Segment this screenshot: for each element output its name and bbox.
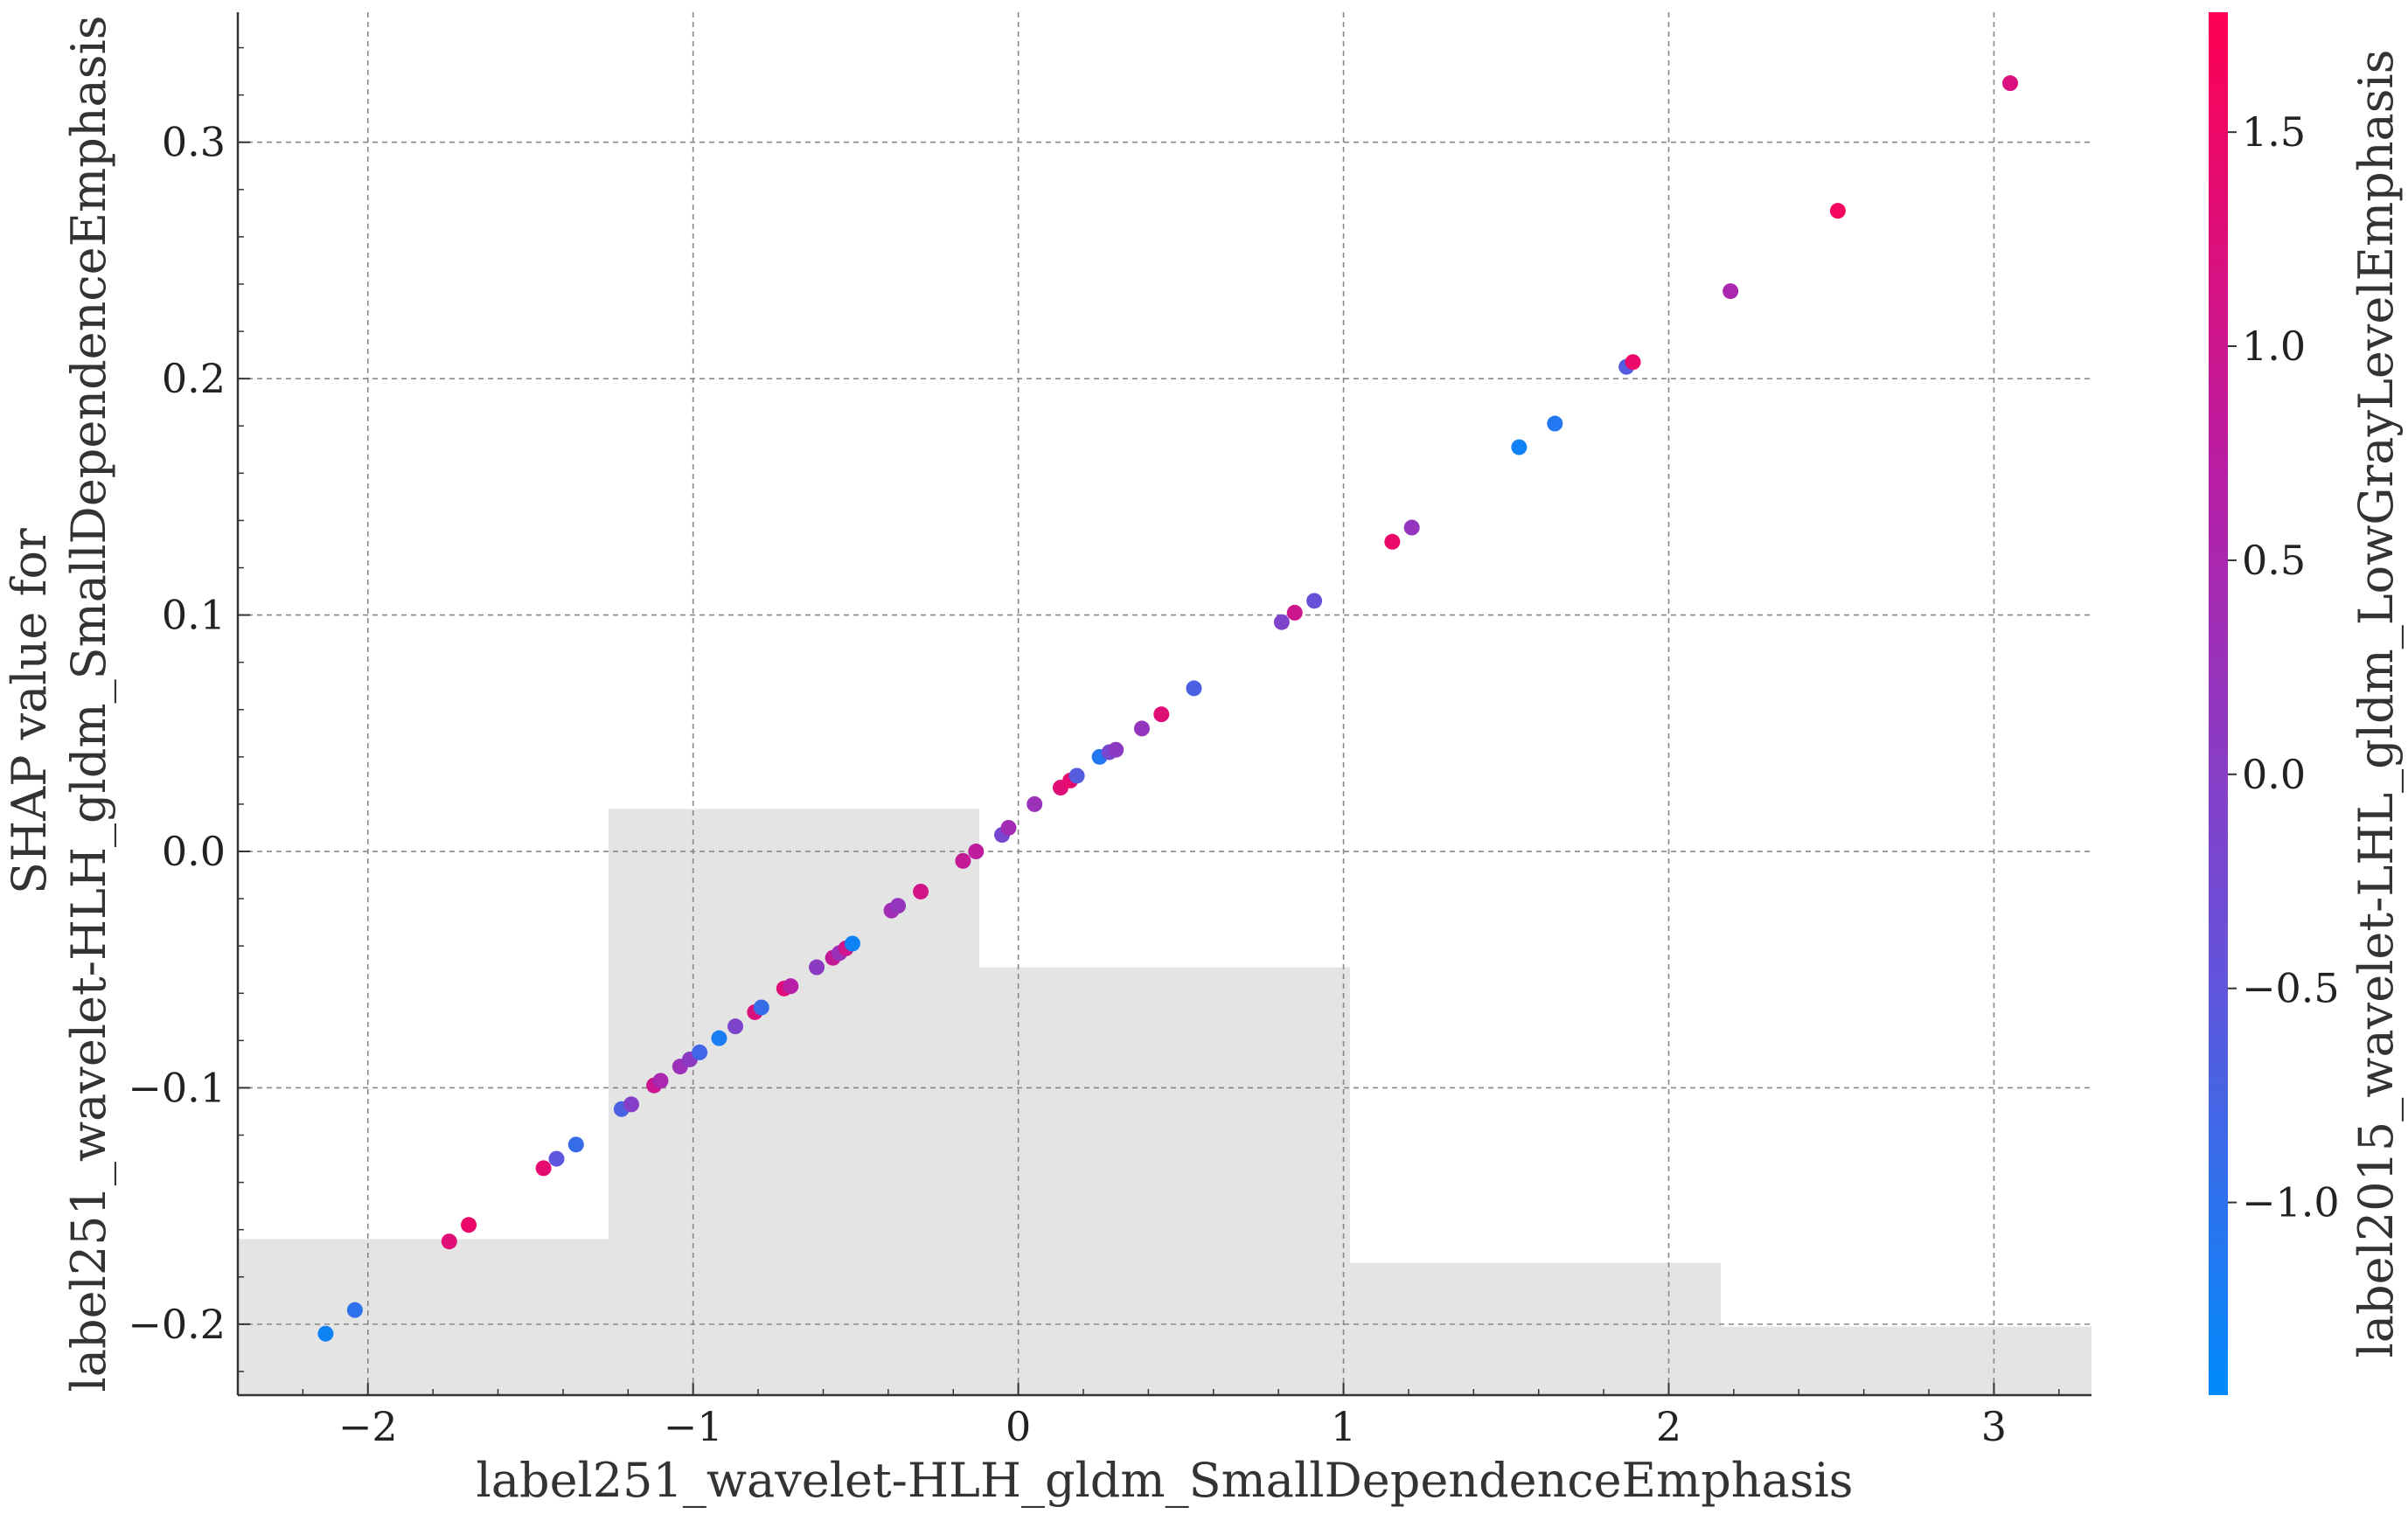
- y-axis-ticks: −0.2 −0.1 0.0 0.1 0.2 0.3: [128, 46, 250, 1372]
- y-axis-label-line-1: SHAP value for: [2, 528, 57, 894]
- data-point: [1403, 519, 1420, 536]
- colorbar-tick-label: 0.5: [2242, 537, 2306, 584]
- y-tick-label: 0.0: [162, 828, 226, 875]
- data-point: [1068, 767, 1085, 784]
- data-point: [1133, 720, 1150, 737]
- y-tick-label: 0.2: [162, 355, 226, 402]
- data-point: [567, 1136, 584, 1153]
- data-point: [1000, 819, 1017, 836]
- data-point: [317, 1325, 334, 1342]
- data-point: [1384, 533, 1401, 550]
- histogram-bar: [1350, 1262, 1721, 1395]
- colorbar-ticks: −1.0 −0.5 0.0 0.5 1.0 1.5: [2228, 108, 2340, 1226]
- colorbar-label: label2015_wavelet-LHL_gldm_LowGrayLevelE…: [2349, 50, 2404, 1358]
- data-point: [692, 1044, 708, 1060]
- data-point: [1027, 795, 1043, 812]
- data-point: [461, 1217, 477, 1233]
- colorbar-tick-label: 1.0: [2242, 323, 2306, 370]
- data-point: [809, 959, 825, 976]
- data-point: [711, 1030, 727, 1046]
- data-point: [1286, 604, 1303, 621]
- x-tick-label: −2: [338, 1403, 398, 1450]
- data-point: [1625, 354, 1641, 371]
- data-point: [727, 1018, 744, 1035]
- y-tick-label: −0.1: [128, 1064, 226, 1111]
- histogram-bar: [1721, 1326, 2091, 1395]
- data-point: [346, 1302, 363, 1318]
- data-point: [1306, 593, 1323, 609]
- histogram-bar: [238, 1239, 609, 1395]
- data-point: [968, 844, 985, 860]
- x-axis-label: label251_wavelet-HLH_gldm_SmallDependenc…: [477, 1453, 1854, 1508]
- histogram-bar: [979, 967, 1350, 1395]
- x-tick-label: 1: [1331, 1403, 1356, 1450]
- data-point: [783, 978, 799, 995]
- x-axis-ticks: −2 −1 0 1 2 3: [302, 1383, 2060, 1450]
- y-axis-label-line-2: label251_wavelet-HLH_gldm_SmallDependenc…: [61, 16, 116, 1393]
- y-tick-label: 0.3: [162, 119, 226, 166]
- colorbar-tick-label: −1.0: [2242, 1179, 2340, 1226]
- x-tick-label: 0: [1006, 1403, 1031, 1450]
- data-point: [844, 935, 860, 952]
- data-point: [652, 1073, 669, 1089]
- x-tick-label: 2: [1656, 1403, 1681, 1450]
- grid: [238, 12, 2091, 1395]
- scatter-points: [317, 75, 2019, 1342]
- data-point: [753, 999, 769, 1016]
- y-tick-label: −0.2: [128, 1301, 226, 1348]
- histogram-bar: [609, 809, 979, 1395]
- data-point: [1722, 283, 1739, 300]
- data-point: [1186, 680, 1202, 697]
- colorbar-tick-label: 1.5: [2242, 108, 2306, 156]
- data-point: [1108, 741, 1124, 758]
- data-point: [2002, 75, 2019, 92]
- data-point: [1829, 203, 1846, 219]
- x-tick-label: 3: [1981, 1403, 2007, 1450]
- data-point: [623, 1096, 640, 1113]
- data-point: [955, 852, 971, 869]
- colorbar-tick-label: 0.0: [2242, 751, 2306, 798]
- data-point: [441, 1233, 457, 1250]
- data-point: [1273, 614, 1290, 630]
- y-axis-label: SHAP value for label251_wavelet-HLH_gldm…: [2, 16, 116, 1393]
- data-point: [535, 1160, 552, 1177]
- colorbar: [2209, 12, 2228, 1395]
- y-tick-label: 0.1: [162, 592, 226, 639]
- colorbar-tick-label: −0.5: [2242, 965, 2340, 1012]
- data-point: [1511, 439, 1528, 455]
- data-point: [548, 1150, 565, 1167]
- data-point: [913, 883, 929, 899]
- data-point: [1547, 415, 1563, 432]
- x-tick-label: −1: [664, 1403, 723, 1450]
- data-point: [890, 898, 907, 914]
- feature-histogram: [238, 809, 2091, 1395]
- data-point: [1153, 706, 1170, 723]
